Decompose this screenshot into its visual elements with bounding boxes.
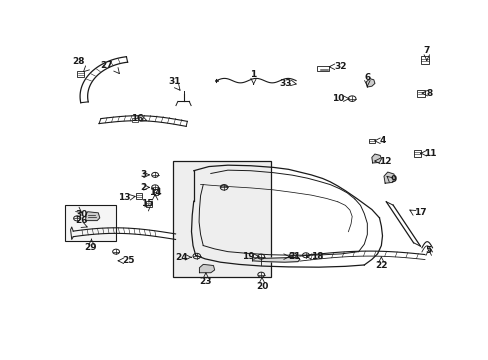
Text: 16: 16 xyxy=(130,113,143,122)
Polygon shape xyxy=(199,264,214,273)
Text: 8: 8 xyxy=(426,89,432,98)
Text: 32: 32 xyxy=(333,62,346,71)
Text: 17: 17 xyxy=(413,208,426,217)
Polygon shape xyxy=(383,172,395,183)
Polygon shape xyxy=(371,154,381,163)
Polygon shape xyxy=(85,212,100,221)
Text: 2: 2 xyxy=(140,183,146,192)
Bar xyxy=(413,150,420,157)
Text: 6: 6 xyxy=(364,73,370,82)
Text: 7: 7 xyxy=(423,46,429,55)
Text: 14: 14 xyxy=(148,188,161,197)
Text: 5: 5 xyxy=(425,246,431,255)
Bar xyxy=(154,189,158,195)
Text: 4: 4 xyxy=(379,136,385,145)
Text: 29: 29 xyxy=(84,243,97,252)
Text: 26: 26 xyxy=(76,216,88,225)
Bar xyxy=(146,201,152,207)
Bar xyxy=(317,67,329,72)
Text: 18: 18 xyxy=(311,252,323,261)
Text: 27: 27 xyxy=(100,60,113,69)
Text: 33: 33 xyxy=(279,79,292,88)
Text: 30: 30 xyxy=(75,210,88,219)
Bar xyxy=(416,90,424,96)
Bar xyxy=(368,139,374,143)
Text: 25: 25 xyxy=(122,256,135,265)
Text: 1: 1 xyxy=(250,70,256,79)
Bar xyxy=(420,56,428,64)
Text: 23: 23 xyxy=(199,278,211,287)
Bar xyxy=(132,118,138,122)
Text: 3: 3 xyxy=(140,170,146,179)
Text: 19: 19 xyxy=(241,252,254,261)
Text: 9: 9 xyxy=(390,175,396,184)
Text: 11: 11 xyxy=(423,149,436,158)
Text: 13: 13 xyxy=(118,193,130,202)
Text: 15: 15 xyxy=(141,199,153,208)
Polygon shape xyxy=(252,257,299,262)
Text: 22: 22 xyxy=(374,261,387,270)
Text: 28: 28 xyxy=(72,57,84,66)
Bar xyxy=(65,205,116,242)
Text: 24: 24 xyxy=(175,253,188,262)
Bar xyxy=(173,161,271,278)
Polygon shape xyxy=(366,79,374,87)
Text: 31: 31 xyxy=(168,77,181,86)
Bar xyxy=(77,71,84,77)
Text: 12: 12 xyxy=(379,157,391,166)
Text: 21: 21 xyxy=(287,252,300,261)
Text: 10: 10 xyxy=(331,94,344,103)
Text: 20: 20 xyxy=(255,282,267,291)
Bar xyxy=(135,193,142,199)
